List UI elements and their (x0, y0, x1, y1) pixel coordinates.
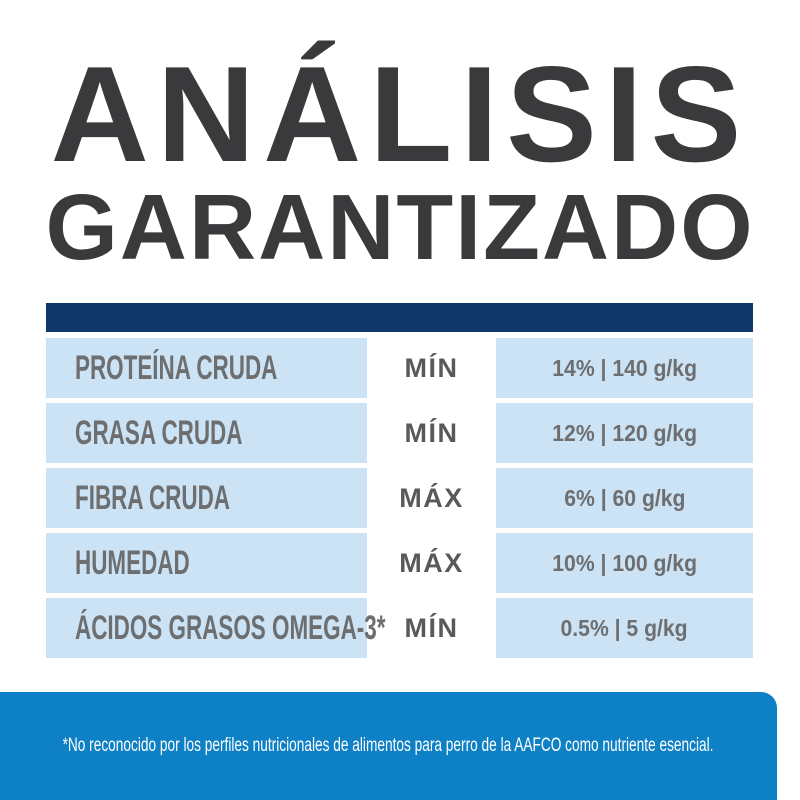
table-row: FIBRA CRUDA MÁX 6% | 60 g/kg (46, 468, 753, 528)
limit-type: MÁX (399, 547, 464, 578)
limit-cell: MÍN (367, 338, 496, 398)
nutrient-value-cell: 14% | 140 g/kg (496, 338, 753, 398)
nutrient-label: FIBRA CRUDA (75, 478, 230, 517)
nutrient-label: HUMEDAD (75, 543, 190, 582)
nutrient-value-cell: 6% | 60 g/kg (496, 468, 753, 528)
footnote-bar: *No reconocido por los perfiles nutricio… (0, 692, 777, 800)
title-line-garantizado: GARANTIZADO (45, 175, 755, 279)
nutrient-value-cell: 12% | 120 g/kg (496, 403, 753, 463)
nutrient-label-cell: FIBRA CRUDA (46, 468, 367, 528)
table-row: GRASA CRUDA MÍN 12% | 120 g/kg (46, 403, 753, 463)
limit-type: MÍN (404, 352, 459, 383)
limit-cell: MÍN (367, 403, 496, 463)
nutrient-label-cell: ÁCIDOS GRASOS OMEGA-3* (46, 598, 385, 658)
limit-cell: MÍN (367, 598, 496, 658)
nutrient-value: 6% | 60 g/kg (563, 484, 686, 511)
nutrient-value: 12% | 120 g/kg (552, 419, 697, 446)
limit-cell: MÁX (367, 468, 496, 528)
guaranteed-analysis-panel: PROTEÍNA CRUDA MÍN 14% | 140 g/kg GRASA … (46, 303, 753, 663)
nutrient-label-cell: HUMEDAD (46, 533, 367, 593)
limit-cell: MÁX (367, 533, 496, 593)
table-row: PROTEÍNA CRUDA MÍN 14% | 140 g/kg (46, 338, 753, 398)
nutrient-value-cell: 10% | 100 g/kg (496, 533, 753, 593)
table-row: ÁCIDOS GRASOS OMEGA-3* MÍN 0.5% | 5 g/kg (46, 598, 753, 658)
nutrient-value-cell: 0.5% | 5 g/kg (496, 598, 753, 658)
footnote-text: *No reconocido por los perfiles nutricio… (63, 735, 714, 756)
nutrient-value: 10% | 100 g/kg (552, 549, 697, 576)
limit-type: MÁX (399, 482, 464, 513)
nutrient-label: ÁCIDOS GRASOS OMEGA-3* (75, 608, 386, 647)
nutrient-label: GRASA CRUDA (75, 413, 243, 452)
limit-type: MÍN (404, 612, 459, 643)
nutrient-value: 0.5% | 5 g/kg (560, 614, 689, 641)
nutrient-label-cell: PROTEÍNA CRUDA (46, 338, 367, 398)
nutrient-label-cell: GRASA CRUDA (46, 403, 367, 463)
table-row: HUMEDAD MÁX 10% | 100 g/kg (46, 533, 753, 593)
nutrient-label: PROTEÍNA CRUDA (75, 348, 278, 387)
title-line-analisis: ANÁLISIS (50, 38, 750, 190)
panel-header-bar (46, 303, 753, 332)
nutrient-value: 14% | 140 g/kg (552, 354, 697, 381)
limit-type: MÍN (404, 417, 459, 448)
